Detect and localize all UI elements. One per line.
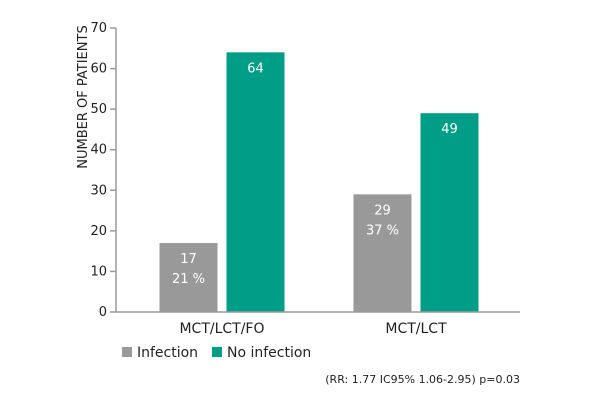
legend-swatch (122, 347, 132, 357)
x-tick-label: MCT/LCT (385, 321, 447, 337)
bar-data-label: 17 (180, 252, 197, 267)
legend-label: Infection (137, 345, 198, 361)
y-tick-label: 60 (90, 62, 107, 77)
y-tick-label: 70 (90, 21, 107, 36)
bar-data-label: 29 (374, 203, 391, 218)
bar-data-label: 37 % (366, 223, 399, 238)
legend: Infection No infection (122, 345, 311, 361)
footnote: (RR: 1.77 IC95% 1.06-2.95) p=0.03 (325, 373, 520, 386)
y-axis: 0 10 20 30 40 50 60 70 (90, 21, 117, 320)
legend-swatch (212, 347, 222, 357)
y-tick-label: 0 (99, 305, 107, 320)
bar-no-infection-1 (226, 52, 285, 312)
bar-infection-1 (159, 243, 218, 312)
legend-label: No infection (227, 345, 311, 361)
y-tick-label: 50 (90, 102, 107, 117)
bar-data-label: 64 (247, 61, 264, 76)
y-tick-label: 10 (90, 264, 107, 279)
y-axis-title: NUMBER OF PATIENTS (76, 25, 91, 168)
y-tick-label: 20 (90, 224, 107, 239)
bars: 17 21 % 64 29 37 % 49 (159, 52, 479, 312)
bar-data-label: 21 % (172, 272, 205, 287)
bar-data-label: 49 (441, 122, 458, 137)
x-axis: MCT/LCT/FO MCT/LCT (179, 321, 447, 337)
y-tick-label: 30 (90, 183, 107, 198)
x-tick-label: MCT/LCT/FO (179, 321, 264, 337)
bar-no-infection-2 (420, 113, 479, 312)
bar-infection-2 (353, 194, 412, 312)
y-tick-label: 40 (90, 143, 107, 158)
